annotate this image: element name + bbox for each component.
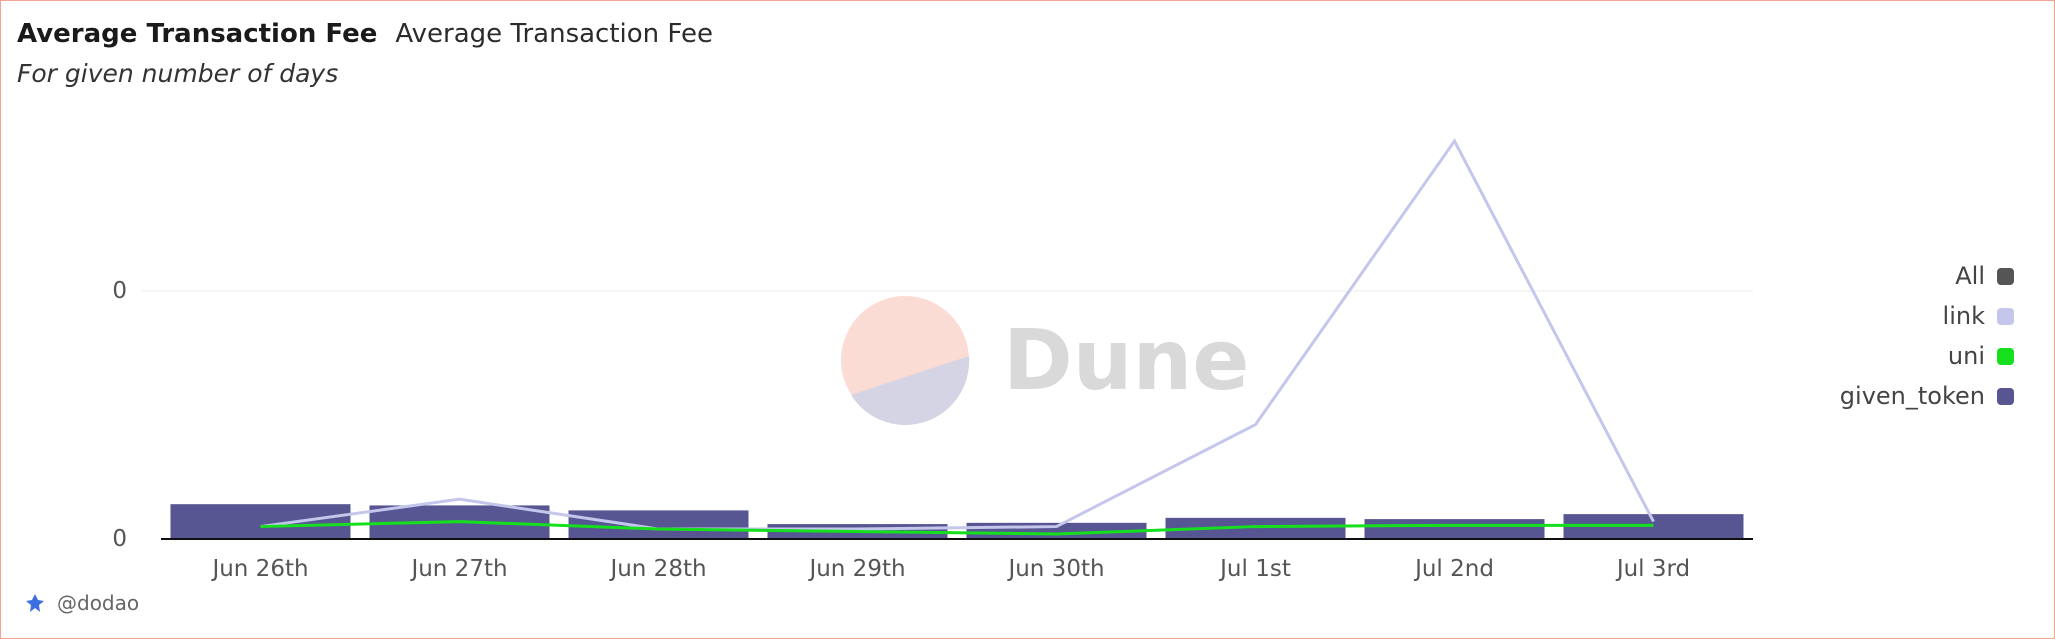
footer-credit: @dodao [25,591,139,615]
x-tick-label: Jun 26th [210,556,308,582]
watermark-disc-slice [851,356,970,425]
legend-item-link[interactable]: link [1840,296,2014,336]
watermark-text: Dune [1003,311,1249,409]
dune-watermark: Dune [841,296,1249,425]
x-tick-label: Jul 1st [1218,556,1291,582]
bar-given-token[interactable] [170,504,351,539]
bar-given-token[interactable] [1364,519,1545,539]
x-tick-label: Jun 29th [807,556,905,582]
legend-item-all[interactable]: All [1840,256,2014,296]
legend-item-uni[interactable]: uni [1840,336,2014,376]
chart-title-secondary: Average Transaction Fee [395,19,713,49]
legend-swatch [1997,267,2014,285]
x-tick-label: Jun 30th [1006,556,1104,582]
legend-label: link [1942,302,1985,330]
footer-handle[interactable]: @dodao [57,591,140,615]
line-series-link [260,138,1655,531]
legend-label: All [1955,262,1985,290]
line-series-uni [260,520,1654,536]
bar-given-token[interactable] [568,510,749,539]
x-tick-label: Jun 27th [409,556,507,582]
chart-subtitle: For given number of days [17,59,339,88]
y-tick-label: 0 [112,278,127,304]
dodao-logo-icon [26,594,44,612]
x-tick-label: Jul 3rd [1615,556,1690,582]
x-axis-ticks: Jun 26th Jun 27th Jun 28th Jun 29th Jun 30th… [210,556,1690,582]
chart-legend: All link uni given_token [1840,256,2014,416]
chart-title: Average Transaction Fee [17,19,378,49]
legend-item-given-token[interactable]: given_token [1840,376,2014,416]
y-tick-label: 0 [112,526,127,552]
legend-swatch [1997,347,2014,365]
x-tick-label: Jun 28th [608,556,706,582]
legend-label: uni [1947,342,1985,370]
chart-header: Average Transaction Fee Average Transacti… [17,19,713,88]
x-tick-label: Jul 2nd [1413,556,1494,582]
legend-swatch [1997,387,2014,405]
legend-label: given_token [1839,382,1985,410]
legend-swatch [1997,307,2014,325]
bar-given-token[interactable] [1165,517,1346,539]
